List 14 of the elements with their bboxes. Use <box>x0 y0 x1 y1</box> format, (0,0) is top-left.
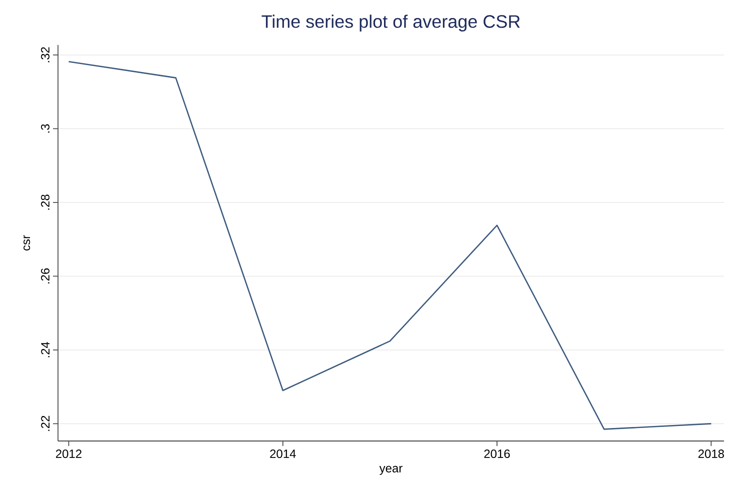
y-tick-label: .26 <box>40 268 50 284</box>
x-tick-label: 2012 <box>56 450 82 458</box>
line-series <box>68 60 712 430</box>
y-tick-label: .32 <box>40 47 50 62</box>
y-tick-label: .24 <box>41 342 50 358</box>
x-axis-title: year <box>379 466 402 475</box>
chart-title: Time series plot of average CSR <box>262 14 520 32</box>
y-tick-label: .28 <box>40 194 50 210</box>
x-tick-label: 2018 <box>698 450 724 458</box>
x-tick-label: 2016 <box>484 450 510 458</box>
y-tick-label: .3 <box>40 124 50 133</box>
x-tick-label: 2014 <box>270 450 296 458</box>
y-axis-title: csr <box>24 235 30 250</box>
y-tick-label: .22 <box>41 416 50 431</box>
